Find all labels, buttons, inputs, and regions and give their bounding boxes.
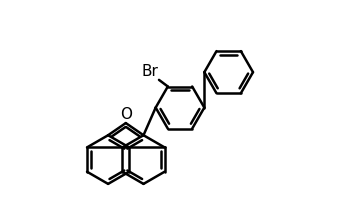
- Text: O: O: [120, 107, 132, 122]
- Text: Br: Br: [141, 64, 158, 79]
